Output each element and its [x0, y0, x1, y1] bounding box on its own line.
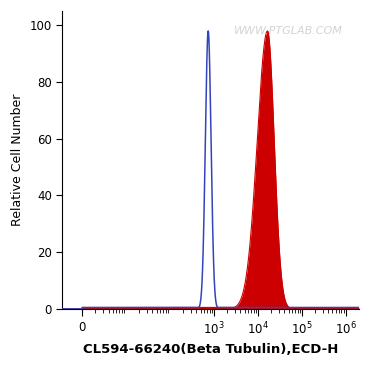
- Text: WWW.PTGLAB.COM: WWW.PTGLAB.COM: [234, 26, 343, 36]
- X-axis label: CL594-66240(Beta Tubulin),ECD-H: CL594-66240(Beta Tubulin),ECD-H: [83, 343, 338, 356]
- Y-axis label: Relative Cell Number: Relative Cell Number: [11, 94, 24, 226]
